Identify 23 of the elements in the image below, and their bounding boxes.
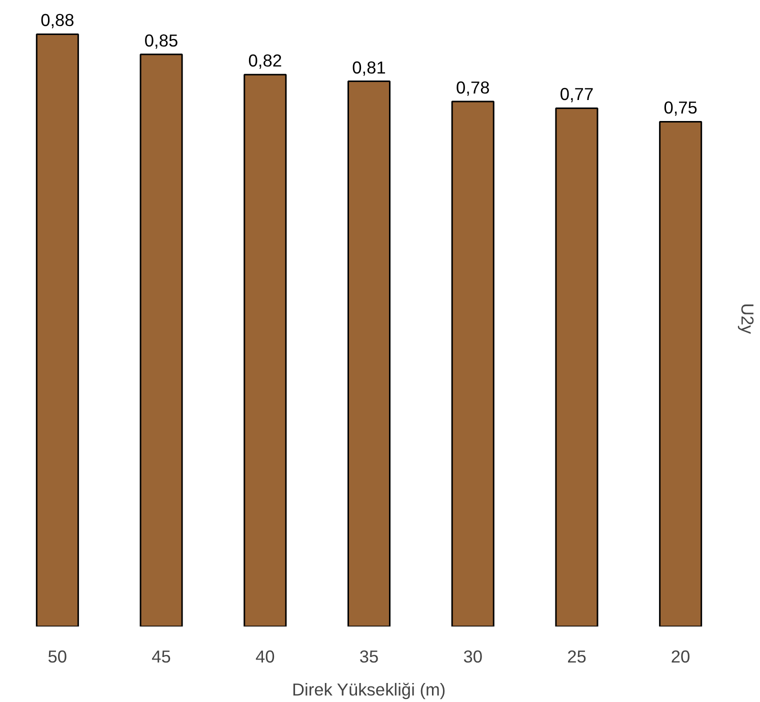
bar bbox=[555, 107, 598, 626]
data-label: 0,81 bbox=[352, 57, 386, 78]
x-axis-title: Direk Yüksekliği (m) bbox=[292, 680, 446, 700]
bar bbox=[36, 33, 79, 626]
bar bbox=[347, 80, 391, 626]
data-label: 0,88 bbox=[40, 10, 74, 30]
bar bbox=[451, 100, 494, 626]
bar bbox=[140, 54, 183, 626]
bar bbox=[244, 74, 287, 626]
data-label: 0,85 bbox=[144, 30, 178, 50]
y-axis-title: U2y bbox=[738, 303, 758, 334]
x-tick-label: 30 bbox=[463, 646, 482, 666]
x-tick-label: 25 bbox=[567, 646, 586, 666]
data-label: 0,75 bbox=[664, 98, 698, 118]
x-tick-label: 20 bbox=[670, 646, 690, 666]
x-tick-label: 50 bbox=[48, 646, 68, 666]
x-tick-label: 35 bbox=[359, 646, 379, 666]
data-label: 0,82 bbox=[248, 50, 282, 71]
data-label: 0,77 bbox=[560, 84, 594, 104]
bar bbox=[659, 120, 702, 626]
x-tick-label: 45 bbox=[152, 646, 171, 666]
x-tick-label: 40 bbox=[256, 646, 275, 666]
data-label: 0,78 bbox=[456, 78, 490, 98]
